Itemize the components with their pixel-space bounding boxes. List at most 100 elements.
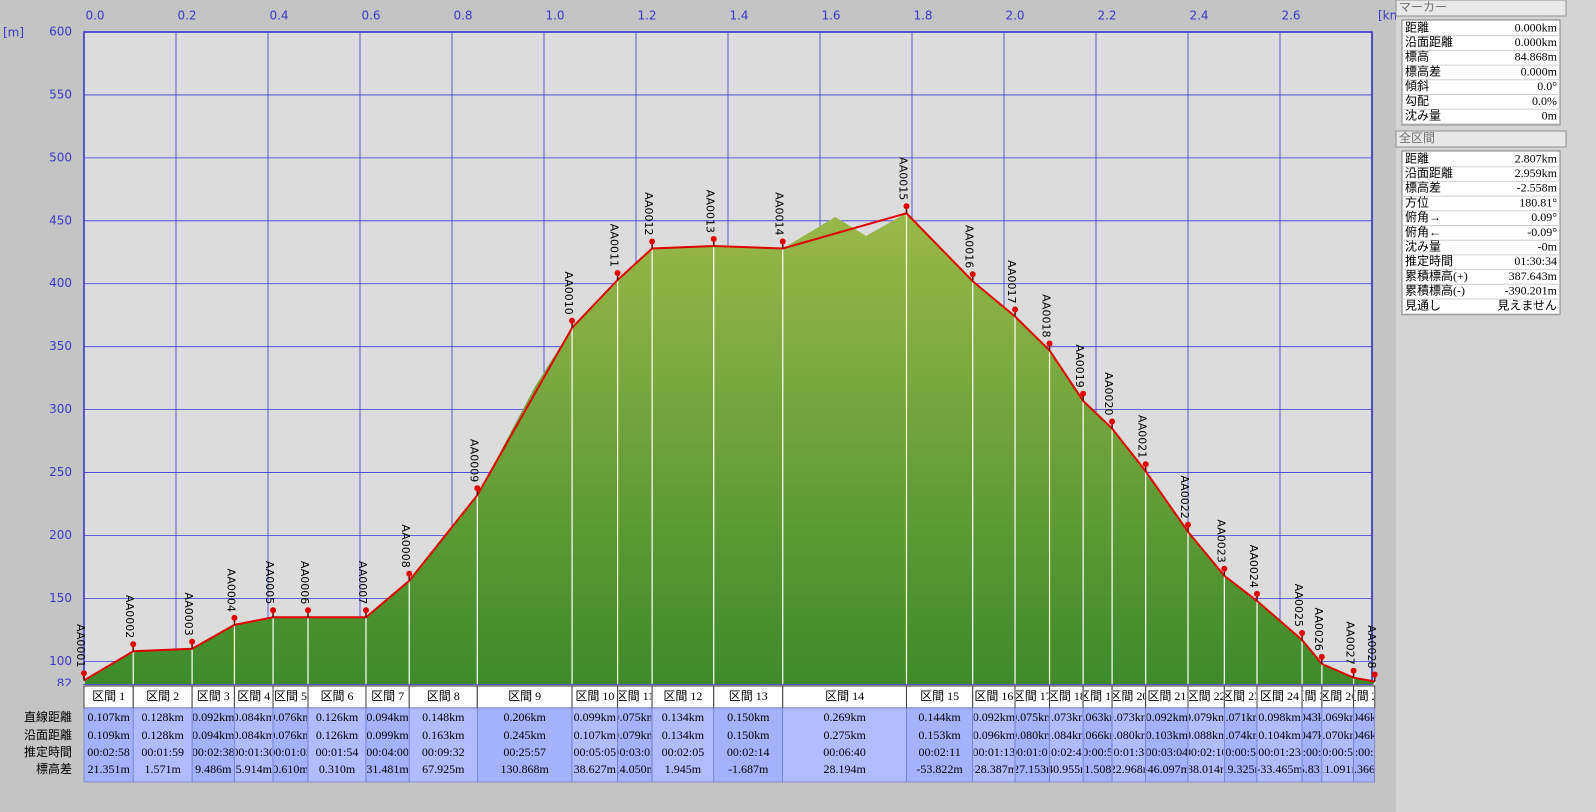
- segment-value: 28.194m: [823, 762, 866, 776]
- segment-value: 00:09:32: [422, 745, 465, 759]
- segment-value: 00:01:54: [316, 745, 359, 759]
- x-tick-label: 0.4: [269, 9, 288, 23]
- segment-value: 00:01:01: [1011, 745, 1054, 759]
- segment-value: 0.080km: [1108, 728, 1151, 742]
- marker-pin: [1046, 340, 1053, 347]
- marker-label: AA0004: [224, 568, 237, 611]
- segment-value: 24.050m: [614, 762, 657, 776]
- segment-value: 00:06:40: [823, 745, 866, 759]
- marker-pin: [649, 238, 656, 245]
- value-cell: [1014, 707, 1050, 783]
- panel-value: -0.09°: [1527, 225, 1557, 239]
- segment-value: 0.069km: [1317, 710, 1360, 724]
- y-tick-label: 100: [49, 654, 72, 668]
- x-tick-label: 0.2: [177, 9, 196, 23]
- segment-name: 区間 22: [1187, 689, 1226, 703]
- table-label-area: [0, 686, 84, 782]
- segment-value: 0.126km: [316, 710, 359, 724]
- marker-label: AA0011: [608, 224, 621, 267]
- marker-pin: [1142, 461, 1149, 468]
- segment-value: 00:03:04: [1146, 745, 1189, 759]
- segment-value: -15.831m: [1289, 762, 1336, 776]
- panel-key: 沈み量: [1405, 107, 1441, 122]
- value-cell: [1111, 707, 1146, 783]
- panel-key: 傾斜: [1405, 79, 1429, 93]
- segment-value: 00:05:05: [573, 745, 616, 759]
- segment-value: 0.092km: [1146, 710, 1189, 724]
- segment-value: 0.107km: [87, 710, 130, 724]
- panel-value: 見えません: [1497, 298, 1557, 312]
- x-tick-label: 1.0: [545, 9, 564, 23]
- segment-value: 0.104km: [1258, 728, 1301, 742]
- value-cell: [476, 707, 573, 783]
- segment-value: 0.103km: [1146, 728, 1189, 742]
- marker-pin: [903, 203, 910, 210]
- marker-pin: [305, 607, 312, 614]
- marker-pin: [1371, 671, 1378, 678]
- segment-value: 00:02:11: [918, 745, 960, 759]
- value-cell: [1187, 707, 1225, 783]
- y-tick-label: 350: [49, 339, 72, 353]
- segment-value: 0.094km: [192, 728, 235, 742]
- segment-value: -19.325m: [1217, 762, 1264, 776]
- panel-key: 勾配: [1405, 94, 1429, 108]
- x-tick-label: 2.0: [1005, 9, 1024, 23]
- x-tick-label: 0.6: [361, 9, 380, 23]
- marker-label: AA0026: [1312, 608, 1325, 651]
- marker-label: AA0017: [1005, 260, 1018, 303]
- y-tick-label: 200: [49, 528, 72, 542]
- value-cell: [272, 707, 309, 783]
- segment-name: 区間 14: [825, 689, 864, 703]
- panel-body: [1401, 150, 1561, 316]
- segment-value: 0.128km: [141, 710, 184, 724]
- value-cell: [83, 707, 134, 783]
- segment-value: 1.571m: [144, 762, 181, 776]
- marker-pin: [1299, 629, 1306, 636]
- segment-value: -1.366m: [1344, 762, 1385, 776]
- panel-value: 0.09°: [1531, 210, 1557, 224]
- marker-label: AA0012: [642, 192, 655, 235]
- segment-value: 0.098km: [1258, 710, 1301, 724]
- marker-pin: [406, 570, 413, 577]
- segment-value: 0.084km: [233, 710, 276, 724]
- marker-pin: [130, 641, 137, 648]
- marker-label: AA0003: [182, 592, 195, 635]
- value-cell: [408, 707, 478, 783]
- y-tick-label: 150: [49, 591, 72, 605]
- segment-name: 区間 6: [320, 689, 353, 703]
- y-tick-label: 450: [49, 213, 72, 227]
- segment-value: 0.245km: [504, 728, 547, 742]
- panel-title: マーカー: [1399, 0, 1447, 14]
- x-tick-label: 1.4: [729, 9, 748, 23]
- marker-label: AA0001: [74, 624, 87, 667]
- x-tick-label: 0.8: [453, 9, 472, 23]
- segment-value: 0.084km: [233, 728, 276, 742]
- segment-value: 0.206km: [504, 710, 547, 724]
- segment-value: 00:02:58: [87, 745, 130, 759]
- segment-value: 0.073km: [1108, 710, 1151, 724]
- marker-label: AA0013: [704, 190, 717, 233]
- segment-value: 0.079km: [614, 728, 657, 742]
- segment-name: 区間 2: [146, 689, 179, 703]
- segment-value: 00:02:45: [1045, 745, 1088, 759]
- marker-label: AA0008: [399, 524, 412, 567]
- value-cell: [906, 707, 974, 783]
- segment-value: 0.075km: [1011, 710, 1054, 724]
- y-tick-label: 550: [49, 87, 72, 101]
- panel-key: 推定時間: [1405, 253, 1453, 268]
- segment-name: 区間 7: [371, 689, 404, 703]
- segment-value: 00:01:59: [141, 745, 184, 759]
- y-tick-label: 400: [49, 276, 72, 290]
- marker-pin: [270, 607, 277, 614]
- segment-name: 区間 17: [1013, 689, 1052, 703]
- segment-value: 0.046km: [1343, 728, 1386, 742]
- segment-name: 区間 25: [1292, 689, 1331, 703]
- value-cell: [191, 707, 235, 783]
- segment-name: 区間 4: [237, 689, 270, 703]
- segment-value: 0.275km: [823, 728, 866, 742]
- segment-value: 0.099km: [366, 728, 409, 742]
- x-tick-label: 2.4: [1189, 9, 1208, 23]
- segment-value: -27.153m: [1009, 762, 1056, 776]
- marker-label: AA0019: [1073, 344, 1086, 387]
- segment-value: -53.822m: [916, 762, 963, 776]
